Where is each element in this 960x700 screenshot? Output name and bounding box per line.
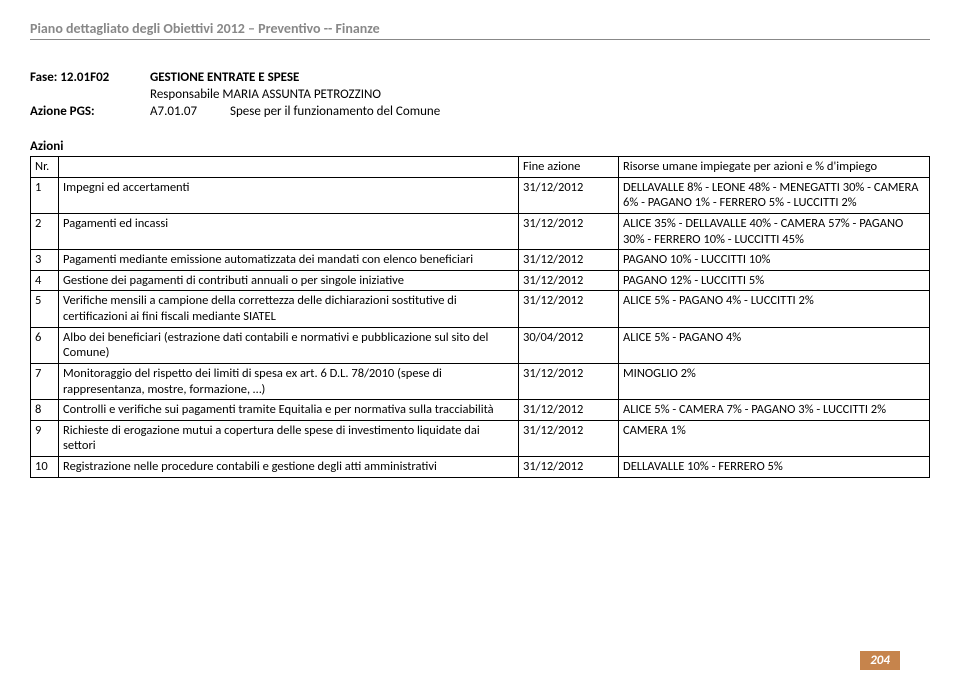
th-nr: Nr. xyxy=(31,157,59,178)
cell-nr: 7 xyxy=(31,363,59,399)
cell-desc: Pagamenti ed incassi xyxy=(59,213,519,249)
th-risorse: Risorse umane impiegate per azioni e % d… xyxy=(619,157,930,178)
page-header: Piano dettagliato degli Obiettivi 2012 –… xyxy=(30,20,930,40)
cell-ris: MINOGLIO 2% xyxy=(619,363,930,399)
cell-fine: 31/12/2012 xyxy=(519,400,619,421)
cell-nr: 4 xyxy=(31,270,59,291)
cell-ris: DELLAVALLE 10% - FERRERO 5% xyxy=(619,457,930,478)
cell-nr: 10 xyxy=(31,457,59,478)
cell-ris: PAGANO 12% - LUCCITTI 5% xyxy=(619,270,930,291)
cell-fine: 31/12/2012 xyxy=(519,270,619,291)
table-row: 7Monitoraggio del rispetto dei limiti di… xyxy=(31,363,930,399)
cell-ris: ALICE 35% - DELLAVALLE 40% - CAMERA 57% … xyxy=(619,213,930,249)
cell-desc: Registrazione nelle procedure contabili … xyxy=(59,457,519,478)
azioni-heading: Azioni xyxy=(30,139,930,154)
th-desc xyxy=(59,157,519,178)
fase-label: Fase: 12.01F02 xyxy=(30,70,150,85)
cell-fine: 31/12/2012 xyxy=(519,291,619,327)
table-row: 4Gestione dei pagamenti di contributi an… xyxy=(31,270,930,291)
cell-desc: Verifiche mensili a campione della corre… xyxy=(59,291,519,327)
cell-nr: 5 xyxy=(31,291,59,327)
table-row: 6Albo dei beneficiari (estrazione dati c… xyxy=(31,327,930,363)
cell-fine: 31/12/2012 xyxy=(519,177,619,213)
spacer xyxy=(30,87,150,102)
table-row: 3Pagamenti mediante emissione automatizz… xyxy=(31,250,930,271)
cell-fine: 30/04/2012 xyxy=(519,327,619,363)
cell-fine: 31/12/2012 xyxy=(519,457,619,478)
cell-desc: Pagamenti mediante emissione automatizza… xyxy=(59,250,519,271)
cell-ris: CAMERA 1% xyxy=(619,420,930,456)
cell-nr: 8 xyxy=(31,400,59,421)
azione-pgs-code: A7.01.07 xyxy=(150,104,230,119)
table-header-row: Nr. Fine azione Risorse umane impiegate … xyxy=(31,157,930,178)
table-row: 9Richieste di erogazione mutui a copertu… xyxy=(31,420,930,456)
cell-desc: Richieste di erogazione mutui a copertur… xyxy=(59,420,519,456)
cell-ris: DELLAVALLE 8% - LEONE 48% - MENEGATTI 30… xyxy=(619,177,930,213)
azione-pgs-desc: Spese per il funzionamento del Comune xyxy=(230,104,930,119)
cell-nr: 3 xyxy=(31,250,59,271)
cell-fine: 31/12/2012 xyxy=(519,363,619,399)
cell-ris: PAGANO 10% - LUCCITTI 10% xyxy=(619,250,930,271)
azioni-table: Nr. Fine azione Risorse umane impiegate … xyxy=(30,156,930,478)
table-row: 1Impegni ed accertamenti31/12/2012DELLAV… xyxy=(31,177,930,213)
responsabile-value: Responsabile MARIA ASSUNTA PETROZZINO xyxy=(150,87,930,102)
cell-desc: Albo dei beneficiari (estrazione dati co… xyxy=(59,327,519,363)
cell-nr: 6 xyxy=(31,327,59,363)
cell-ris: ALICE 5% - PAGANO 4% xyxy=(619,327,930,363)
page-number: 204 xyxy=(860,651,900,670)
cell-desc: Controlli e verifiche sui pagamenti tram… xyxy=(59,400,519,421)
cell-nr: 9 xyxy=(31,420,59,456)
cell-nr: 2 xyxy=(31,213,59,249)
table-row: 5Verifiche mensili a campione della corr… xyxy=(31,291,930,327)
meta-block: Fase: 12.01F02 GESTIONE ENTRATE E SPESE … xyxy=(30,70,930,119)
table-row: 8Controlli e verifiche sui pagamenti tra… xyxy=(31,400,930,421)
cell-nr: 1 xyxy=(31,177,59,213)
cell-fine: 31/12/2012 xyxy=(519,213,619,249)
cell-desc: Impegni ed accertamenti xyxy=(59,177,519,213)
cell-desc: Monitoraggio del rispetto dei limiti di … xyxy=(59,363,519,399)
fase-value: GESTIONE ENTRATE E SPESE xyxy=(150,70,930,85)
cell-desc: Gestione dei pagamenti di contributi ann… xyxy=(59,270,519,291)
azione-pgs-label: Azione PGS: xyxy=(30,104,150,119)
cell-ris: ALICE 5% - CAMERA 7% - PAGANO 3% - LUCCI… xyxy=(619,400,930,421)
cell-ris: ALICE 5% - PAGANO 4% - LUCCITTI 2% xyxy=(619,291,930,327)
table-row: 2Pagamenti ed incassi31/12/2012ALICE 35%… xyxy=(31,213,930,249)
cell-fine: 31/12/2012 xyxy=(519,420,619,456)
cell-fine: 31/12/2012 xyxy=(519,250,619,271)
th-fine: Fine azione xyxy=(519,157,619,178)
table-row: 10Registrazione nelle procedure contabil… xyxy=(31,457,930,478)
